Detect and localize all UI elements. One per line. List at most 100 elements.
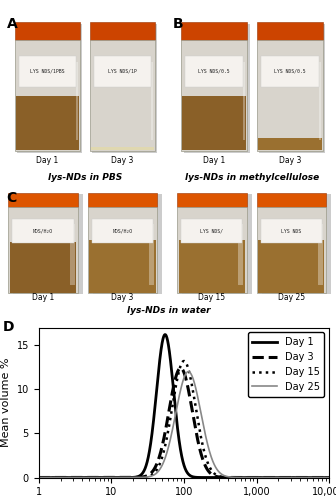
Bar xyxy=(94,56,151,86)
Bar xyxy=(182,96,246,150)
Day 15 xyxy=(37,474,41,480)
Day 25 xyxy=(87,474,91,480)
Text: LYS NDS/0.5: LYS NDS/0.5 xyxy=(274,68,306,73)
Bar xyxy=(92,24,157,152)
Day 25 xyxy=(161,461,165,467)
Bar xyxy=(13,194,83,294)
Bar xyxy=(184,24,250,152)
Day 25 xyxy=(148,474,152,480)
Bar xyxy=(10,242,76,292)
Bar xyxy=(76,62,78,140)
Bar xyxy=(92,220,153,244)
Day 1 xyxy=(148,444,152,450)
Bar xyxy=(179,240,245,292)
Day 1 xyxy=(322,474,326,480)
Day 3 xyxy=(179,365,183,371)
Line: Day 15: Day 15 xyxy=(39,361,329,478)
Day 3 xyxy=(148,471,152,477)
Day 25 xyxy=(322,474,326,480)
Bar xyxy=(15,96,79,150)
Day 3 xyxy=(327,474,331,480)
Day 25 xyxy=(37,474,41,480)
Day 1 xyxy=(161,337,165,343)
Bar xyxy=(258,138,322,150)
Day 3 xyxy=(161,441,165,447)
Bar xyxy=(90,40,155,151)
Bar xyxy=(318,224,323,284)
Day 3 xyxy=(290,474,294,480)
Day 1 xyxy=(163,332,167,338)
Bar xyxy=(181,40,247,151)
Text: Day 3: Day 3 xyxy=(111,294,134,302)
Bar xyxy=(185,56,243,86)
Day 25 xyxy=(327,474,331,480)
Day 1 xyxy=(327,474,331,480)
Day 15 xyxy=(290,474,294,480)
Bar xyxy=(261,56,319,86)
Day 25 xyxy=(70,474,74,480)
Text: Day 15: Day 15 xyxy=(198,294,225,302)
Text: Day 1: Day 1 xyxy=(36,156,58,165)
Bar xyxy=(257,40,323,151)
Y-axis label: Mean volume %: Mean volume % xyxy=(1,358,11,447)
Bar xyxy=(12,220,74,244)
Bar xyxy=(181,220,243,244)
Bar xyxy=(243,62,245,140)
Legend: Day 1, Day 3, Day 15, Day 25: Day 1, Day 3, Day 15, Day 25 xyxy=(248,332,325,396)
Bar xyxy=(151,62,153,140)
Text: NDS/H₂O: NDS/H₂O xyxy=(33,229,53,234)
Text: lys-NDs in PBS: lys-NDs in PBS xyxy=(48,173,122,182)
Day 15 xyxy=(87,474,91,480)
Day 3 xyxy=(87,474,91,480)
Bar xyxy=(261,220,322,244)
Day 15 xyxy=(148,473,152,479)
Text: lys-NDs in methylcellulose: lys-NDs in methylcellulose xyxy=(185,173,319,182)
Text: Day 1: Day 1 xyxy=(203,156,225,165)
Text: Day 1: Day 1 xyxy=(32,294,54,302)
Text: LYS NDS/0.5: LYS NDS/0.5 xyxy=(198,68,230,73)
Text: C: C xyxy=(7,191,17,205)
Day 1 xyxy=(87,474,91,480)
Bar xyxy=(19,56,76,86)
Day 1 xyxy=(37,474,41,480)
Text: LYS NDS/: LYS NDS/ xyxy=(200,229,223,234)
Bar xyxy=(257,193,326,208)
Day 15 xyxy=(327,474,331,480)
Bar xyxy=(238,224,243,284)
Bar xyxy=(181,22,247,40)
Text: Day 3: Day 3 xyxy=(279,156,301,165)
Bar xyxy=(15,22,80,40)
Text: Day 3: Day 3 xyxy=(111,156,133,165)
Bar xyxy=(258,240,324,292)
Text: LYS NDS: LYS NDS xyxy=(281,229,301,234)
Bar xyxy=(177,193,247,208)
Line: Day 1: Day 1 xyxy=(39,334,329,478)
Text: LYS NDS/1PBS: LYS NDS/1PBS xyxy=(30,68,65,73)
Bar xyxy=(17,24,82,152)
Text: D: D xyxy=(2,320,14,334)
Text: NDS/H₂O: NDS/H₂O xyxy=(113,229,133,234)
Text: Day 25: Day 25 xyxy=(278,294,305,302)
Bar xyxy=(8,193,78,208)
Bar xyxy=(257,208,326,294)
Day 15 xyxy=(70,474,74,480)
Bar xyxy=(8,208,78,294)
Day 15 xyxy=(322,474,326,480)
Line: Day 25: Day 25 xyxy=(39,372,329,478)
Day 3 xyxy=(70,474,74,480)
Bar xyxy=(319,62,321,140)
Bar xyxy=(257,22,323,40)
Bar xyxy=(259,24,325,152)
Bar xyxy=(89,240,156,292)
Day 1 xyxy=(70,474,74,480)
Day 15 xyxy=(182,358,186,364)
Bar xyxy=(182,194,252,294)
Bar xyxy=(15,40,80,151)
Bar xyxy=(90,22,155,40)
Text: B: B xyxy=(173,17,183,31)
Day 3 xyxy=(322,474,326,480)
Day 25 xyxy=(290,474,294,480)
Line: Day 3: Day 3 xyxy=(39,368,329,478)
Day 15 xyxy=(161,452,165,458)
Text: A: A xyxy=(7,17,17,31)
